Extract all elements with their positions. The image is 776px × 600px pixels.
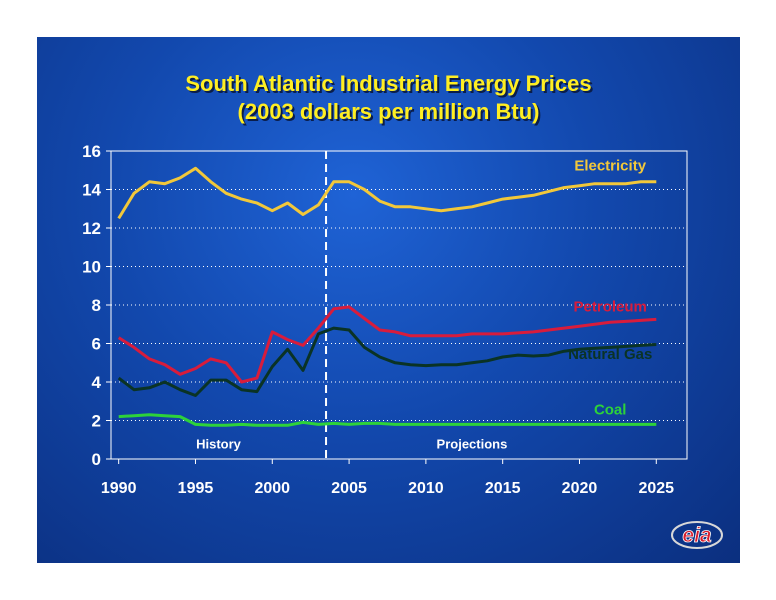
chart-title: South Atlantic Industrial Energy Prices	[185, 71, 592, 96]
y-tick-label-2: 2	[92, 412, 101, 431]
y-tick-label-6: 6	[92, 335, 101, 354]
series-label-petroleum: Petroleum	[574, 299, 647, 316]
x-tick-label-2025: 2025	[638, 480, 674, 497]
x-tick-label-2005: 2005	[331, 480, 367, 497]
y-tick-label-10: 10	[82, 258, 101, 277]
y-tick-label-16: 16	[82, 142, 101, 161]
line-chart: 0 2 4 6 8 10 12 14 16 1990 1995 2000 2005 2010 2015 202…	[82, 142, 688, 497]
x-tick-label-2010: 2010	[408, 480, 444, 497]
y-tick-label-8: 8	[92, 296, 101, 315]
slide-background: South Atlantic Industrial Energy Prices …	[37, 37, 740, 563]
series-label-electricity: Electricity	[574, 157, 646, 174]
logo-text: eia	[682, 524, 712, 547]
y-tick-label-14: 14	[82, 181, 101, 200]
series-line-coal	[118, 413, 657, 427]
series-label-natural-gas: Natural Gas	[568, 346, 652, 363]
y-tick-label-0: 0	[92, 450, 101, 469]
series-label-coal: Coal	[594, 402, 627, 419]
eia-logo: eia	[671, 521, 723, 549]
y-tick-label-12: 12	[82, 219, 101, 238]
y-tick-label-4: 4	[92, 373, 102, 392]
series-line-electricity	[117, 166, 657, 220]
series-line-petroleum	[117, 305, 657, 384]
region-label-0: History	[196, 436, 242, 451]
chart-subtitle: (2003 dollars per million Btu)	[237, 99, 540, 124]
x-tick-label-2015: 2015	[485, 480, 521, 497]
x-tick-label-1990: 1990	[101, 480, 137, 497]
region-label-1: Projections	[437, 436, 508, 451]
x-tick-label-2000: 2000	[254, 480, 290, 497]
series-line-natural-gas	[117, 326, 657, 397]
x-tick-label-2020: 2020	[562, 480, 598, 497]
x-tick-label-1995: 1995	[178, 480, 214, 497]
